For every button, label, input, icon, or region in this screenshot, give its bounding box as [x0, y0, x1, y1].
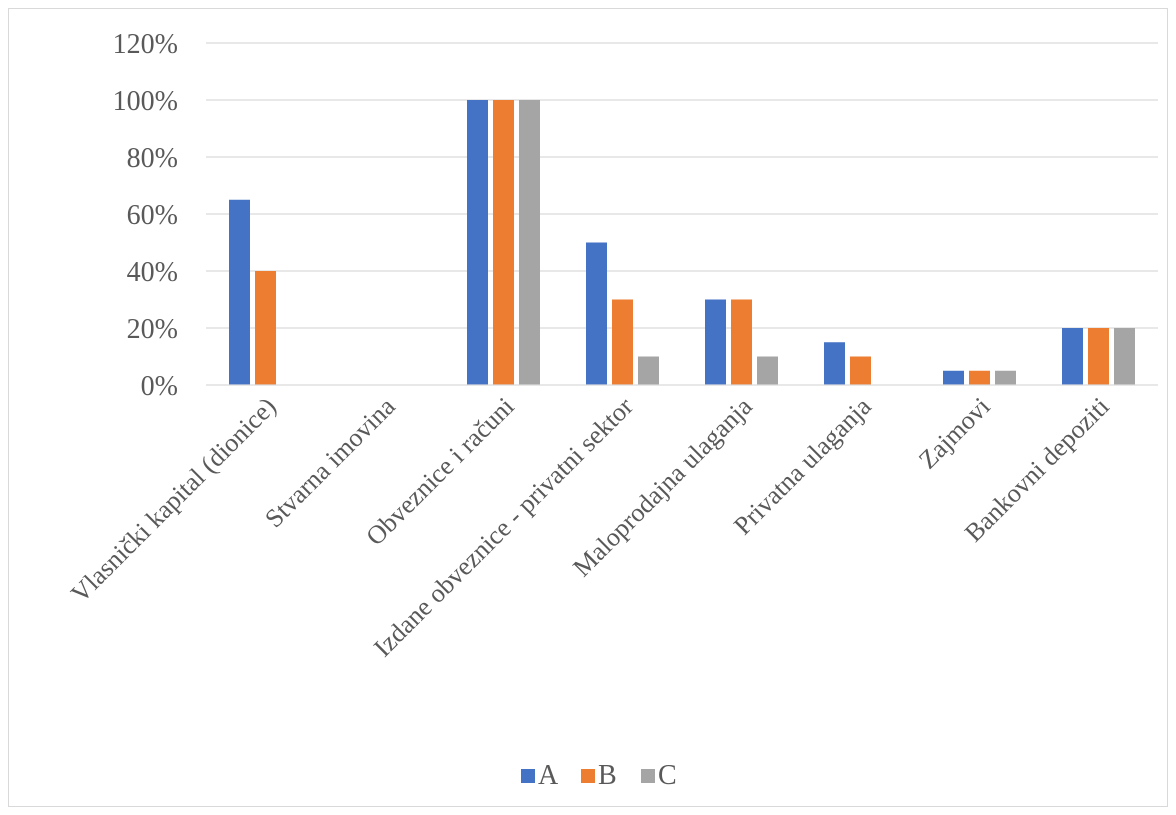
bars [229, 100, 1135, 385]
bar-a [229, 199, 250, 385]
legend: A B C [521, 760, 677, 791]
category-label: Izdane obveznice - privatni sektor [368, 391, 639, 662]
legend-swatch-b [581, 769, 595, 783]
bar-b [731, 299, 752, 385]
bar-c [995, 370, 1016, 385]
bar-c [638, 356, 659, 385]
legend-swatch-c [641, 769, 655, 783]
y-tick-label: 120% [113, 29, 178, 60]
bar-a [943, 370, 964, 385]
y-tick-label: 80% [127, 143, 178, 174]
y-tick-label: 20% [127, 314, 178, 345]
legend-swatch-a [521, 769, 535, 783]
y-tick-label: 0% [141, 371, 178, 402]
category-label: Vlasnički kapital (dionice) [65, 392, 282, 609]
bar-b [850, 356, 871, 385]
y-tick-label: 60% [127, 200, 178, 231]
bar-a [1062, 328, 1083, 385]
bar-a [586, 242, 607, 385]
chart-frame [8, 8, 1168, 807]
bar-b [255, 271, 276, 385]
bar-a [824, 342, 845, 385]
legend-label-a: A [538, 760, 559, 791]
bar-b [612, 299, 633, 385]
bar-b [493, 100, 514, 385]
bar-a [467, 100, 488, 385]
y-tick-label: 40% [127, 257, 178, 288]
gridlines [206, 42, 1158, 329]
bar-c [1114, 328, 1135, 385]
category-label: Zajmovi [913, 392, 996, 475]
y-tick-label: 100% [113, 86, 178, 117]
bar-a [705, 299, 726, 385]
bar-b [1088, 328, 1109, 385]
category-labels: Vlasnički kapital (dionice)Stvarna imovi… [65, 391, 1115, 662]
bar-c [757, 356, 778, 385]
y-axis-tick-labels: 0% 20% 40% 60% 80% 100% 120% [113, 29, 178, 402]
legend-label-c: C [658, 760, 677, 791]
bar-c [519, 100, 540, 385]
bar-b [969, 370, 990, 385]
legend-label-b: B [598, 760, 617, 791]
